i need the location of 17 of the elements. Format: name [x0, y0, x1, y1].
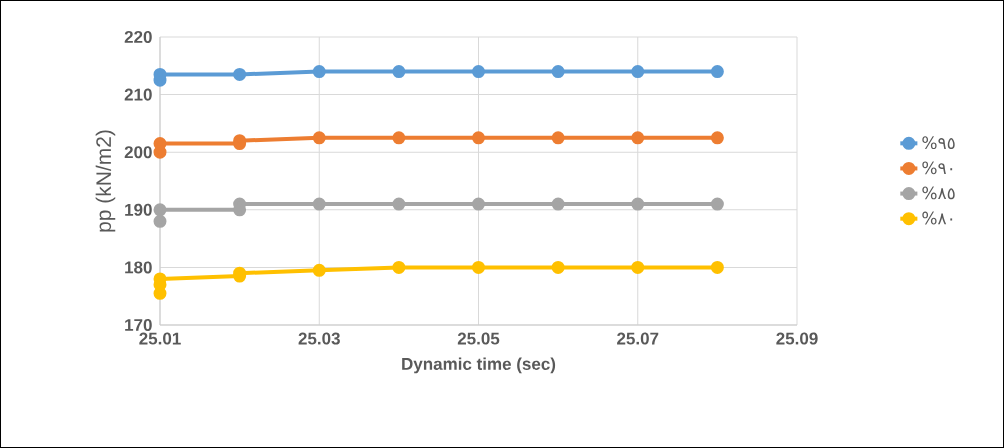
- legend-label: %٨٠: [922, 211, 953, 225]
- x-tick-label: 25.07: [617, 332, 659, 345]
- y-tick-label: 170: [125, 318, 152, 332]
- x-axis-title: Dynamic time (sec): [402, 357, 556, 374]
- x-tick-label: 25.01: [139, 332, 181, 345]
- legend-label: %٩٥: [922, 136, 955, 150]
- y-tick-label: 220: [124, 30, 152, 44]
- y-tick-label: 180: [125, 261, 152, 274]
- y-tick-label: 210: [124, 88, 152, 101]
- legend-label: %٩٠: [922, 161, 953, 175]
- y-axis-title: pp (kN/m2): [95, 130, 116, 232]
- y-tick-label: 200: [124, 146, 152, 159]
- y-tick-label: 190: [125, 203, 152, 216]
- legend-label: %٨٥: [922, 186, 955, 200]
- x-tick-label: 25.09: [776, 332, 818, 345]
- x-tick-label: 25.03: [298, 332, 340, 345]
- x-tick-label: 25.05: [457, 332, 500, 345]
